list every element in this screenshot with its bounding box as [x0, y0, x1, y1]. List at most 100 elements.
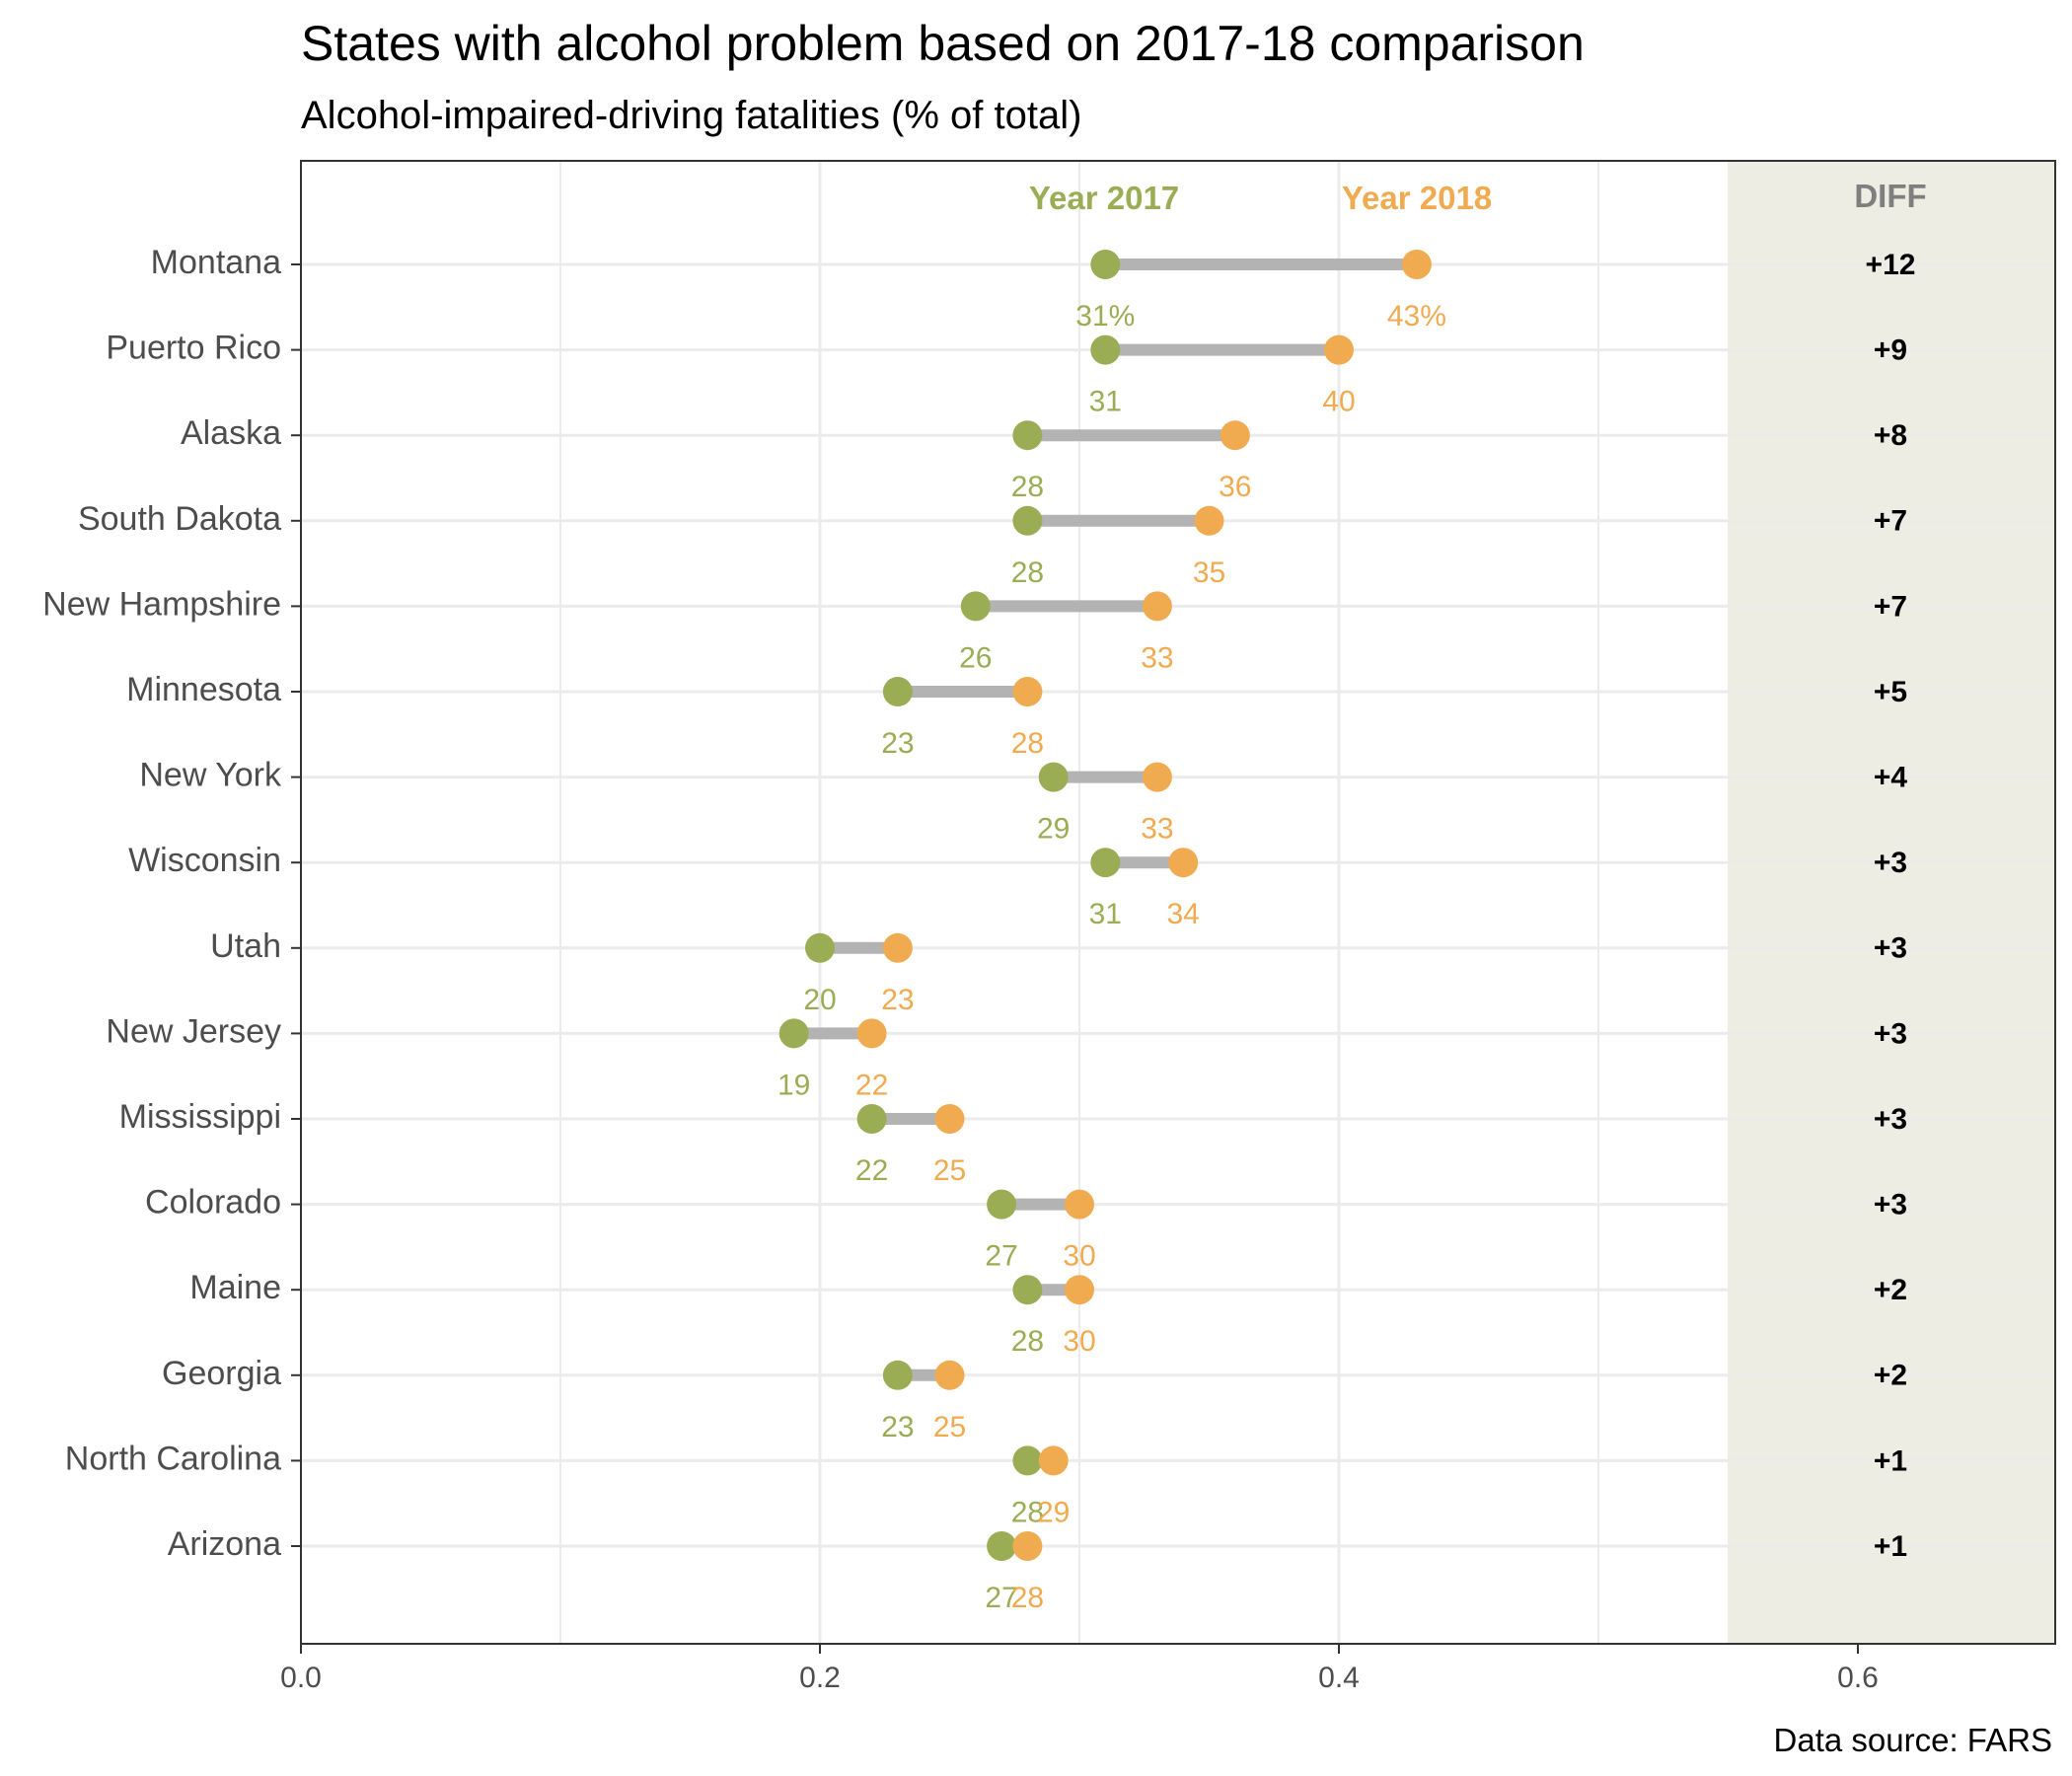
diff-value: +8: [1874, 419, 1907, 452]
point-2018: [1194, 505, 1224, 536]
chart-title: States with alcohol problem based on 201…: [301, 16, 1585, 71]
point-2018: [1168, 848, 1199, 878]
x-axis-tick-label: 0.2: [799, 1662, 841, 1694]
value-label-2018: 34: [1167, 898, 1200, 930]
point-2017: [987, 1189, 1017, 1220]
diff-value: +7: [1874, 590, 1907, 623]
data-source: Data source: FARS: [1774, 1722, 2052, 1758]
value-label-2017: 19: [777, 1069, 810, 1101]
point-2018: [1012, 1531, 1043, 1561]
point-2017: [882, 1360, 913, 1390]
value-label-2018: 25: [933, 1411, 966, 1443]
value-label-2017: 22: [855, 1154, 888, 1187]
state-label: New Hampshire: [42, 585, 281, 623]
state-label: Colorado: [145, 1184, 281, 1221]
diff-value: +3: [1874, 1189, 1907, 1221]
state-label: Wisconsin: [128, 842, 281, 879]
point-2017: [960, 591, 991, 622]
value-label-2018: 33: [1141, 813, 1173, 846]
value-label-2018: 28: [1011, 1582, 1044, 1614]
value-label-2017: 31: [1089, 898, 1122, 930]
diff-value: +3: [1874, 1017, 1907, 1050]
value-label-2018: 40: [1322, 386, 1355, 418]
value-label-2017: 28: [1011, 471, 1044, 503]
point-2018: [1142, 762, 1172, 792]
diff-header: DIFF: [1854, 178, 1926, 214]
value-label-2017: 28: [1011, 1496, 1044, 1528]
diff-value: +1: [1874, 1444, 1907, 1477]
legend-year-2018: Year 2018: [1342, 180, 1492, 216]
point-2018: [1401, 250, 1432, 279]
point-2018: [1065, 1275, 1094, 1305]
x-axis-tick-label: 0.6: [1837, 1662, 1879, 1694]
plot-background: [1728, 161, 2055, 1644]
diff-panel-background: [1728, 161, 2055, 1644]
state-label: Minnesota: [126, 671, 281, 708]
value-label-2018: 30: [1063, 1325, 1095, 1358]
diff-value: +7: [1874, 505, 1907, 538]
point-2018: [1324, 334, 1354, 365]
value-label-2018: 28: [1011, 727, 1044, 760]
point-2018: [1142, 591, 1172, 622]
x-axis-tick-label: 0.0: [280, 1662, 322, 1694]
point-2017: [1090, 334, 1121, 365]
chart-subtitle: Alcohol-impaired-driving fatalities (% o…: [301, 94, 1081, 137]
diff-value: +1: [1874, 1530, 1907, 1563]
state-label: Alaska: [181, 414, 281, 452]
point-2018: [1012, 677, 1043, 706]
point-2018: [856, 1018, 887, 1049]
diff-value: +2: [1874, 1360, 1907, 1392]
point-2018: [934, 1104, 965, 1134]
diff-value: +3: [1874, 932, 1907, 965]
state-label: South Dakota: [78, 500, 281, 538]
value-label-2018: 33: [1141, 641, 1173, 674]
diff-value: +3: [1874, 1103, 1907, 1136]
value-label-2018: 43%: [1387, 300, 1446, 333]
plot-border: [300, 160, 2056, 1645]
point-2017: [1012, 1275, 1043, 1305]
value-label-2017: 28: [1011, 1325, 1044, 1358]
diff-value: +9: [1874, 334, 1907, 367]
value-label-2017: 29: [1037, 813, 1070, 846]
state-label: North Carolina: [65, 1440, 281, 1477]
value-label-2018: 25: [933, 1154, 966, 1187]
value-label-2018: 22: [855, 1069, 888, 1101]
point-2018: [1038, 1445, 1069, 1476]
point-2017: [1090, 250, 1121, 279]
state-label: Mississippi: [119, 1098, 281, 1136]
value-label-2017: 23: [881, 727, 914, 760]
state-label: Montana: [151, 244, 281, 281]
point-2017: [778, 1018, 809, 1049]
point-2017: [1090, 848, 1121, 878]
value-label-2017: 26: [959, 641, 992, 674]
point-2018: [1220, 420, 1250, 451]
point-2017: [856, 1104, 887, 1134]
point-2018: [882, 932, 913, 963]
point-2017: [1038, 762, 1069, 792]
point-2018: [1065, 1189, 1094, 1220]
value-label-2017: 28: [1011, 556, 1044, 589]
point-2017: [987, 1531, 1017, 1561]
state-label: Arizona: [168, 1525, 281, 1563]
diff-value: +3: [1874, 847, 1907, 879]
value-label-2017: 23: [881, 1411, 914, 1443]
diff-value: +12: [1866, 249, 1916, 281]
point-2017: [882, 677, 913, 706]
value-label-2017: 31%: [1075, 300, 1135, 333]
point-2017: [805, 932, 835, 963]
value-label-2017: 20: [803, 984, 836, 1016]
value-label-2018: 35: [1193, 556, 1225, 589]
state-label: New Jersey: [106, 1012, 281, 1050]
diff-value: +2: [1874, 1274, 1907, 1306]
value-label-2018: 23: [881, 984, 914, 1016]
point-2017: [1012, 420, 1043, 451]
state-label: Maine: [189, 1269, 281, 1306]
diff-value: +4: [1874, 762, 1908, 794]
point-2017: [1012, 1445, 1043, 1476]
point-2018: [934, 1360, 965, 1390]
point-2017: [1012, 505, 1043, 536]
marks: Montana 31% 43% +12 Puerto Rico 31 40 +9 Alaska 2…: [42, 244, 1915, 1614]
value-label-2018: 29: [1037, 1496, 1070, 1528]
state-label: New York: [139, 757, 282, 794]
